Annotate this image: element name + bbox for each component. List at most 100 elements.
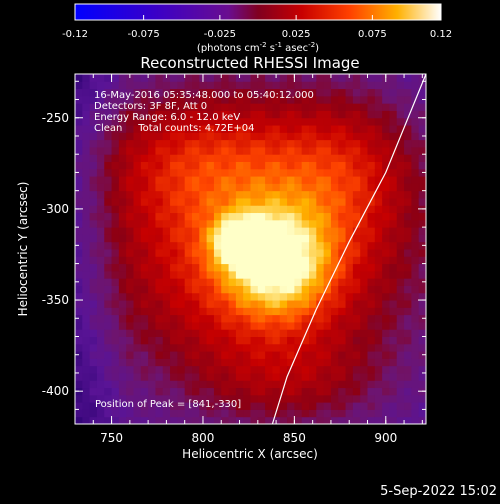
heatmap-cell <box>228 234 237 243</box>
heatmap-cell <box>257 307 266 316</box>
heatmap-cell <box>367 183 376 192</box>
heatmap-cell <box>352 365 361 374</box>
heatmap-cell <box>162 292 171 301</box>
heatmap-cell <box>104 256 113 265</box>
heatmap-cell <box>140 270 149 279</box>
heatmap-cell <box>404 146 412 155</box>
heatmap-cell <box>140 190 149 199</box>
heatmap-cell <box>360 117 368 126</box>
heatmap-cell <box>309 351 317 359</box>
heatmap-cell <box>330 314 339 323</box>
heatmap-cell <box>140 263 149 272</box>
heatmap-cell <box>316 307 325 316</box>
heatmap-cell <box>316 117 325 126</box>
heatmap-cell <box>126 343 134 352</box>
heatmap-cell <box>250 212 259 221</box>
heatmap-cell <box>338 314 347 323</box>
heatmap-cell <box>279 168 288 177</box>
heatmap-cell <box>82 212 91 221</box>
heatmap-cell <box>140 402 149 410</box>
heatmap-cell <box>345 365 354 374</box>
heatmap-cell <box>228 227 237 235</box>
heatmap-cell <box>184 278 193 286</box>
heatmap-cell <box>382 372 390 381</box>
heatmap-cell <box>206 380 215 389</box>
heatmap-cell <box>257 219 266 228</box>
heatmap-cell <box>323 139 332 148</box>
heatmap-cell <box>228 241 237 250</box>
heatmap-cell <box>411 212 420 221</box>
heatmap-cell <box>418 212 426 221</box>
heatmap-cell <box>279 402 288 410</box>
heatmap-cell <box>316 409 325 418</box>
heatmap-cell <box>213 95 222 104</box>
heatmap-cell <box>104 365 113 374</box>
heatmap-cell <box>199 161 208 170</box>
heatmap-cell <box>265 409 273 418</box>
heatmap-cell <box>111 176 120 184</box>
heatmap-cell <box>184 372 193 381</box>
heatmap-cell <box>294 132 303 141</box>
heatmap-cell <box>192 409 200 418</box>
heatmap-cell <box>126 81 134 90</box>
heatmap-cell <box>323 387 332 396</box>
heatmap-cell <box>287 343 295 352</box>
heatmap-cell <box>272 81 281 90</box>
heatmap-cell <box>272 212 281 221</box>
heatmap-cell <box>221 183 230 192</box>
heatmap-cell <box>148 292 156 301</box>
heatmap-cell <box>265 168 273 177</box>
heatmap-cell <box>192 88 200 97</box>
heatmap-cell <box>118 314 127 323</box>
heatmap-cell <box>279 205 288 214</box>
heatmap-cell <box>89 154 98 162</box>
heatmap-cell <box>228 103 237 111</box>
heatmap-cell <box>126 146 134 155</box>
colorbar-tick-label: 0.075 <box>358 29 387 40</box>
heatmap-cell <box>287 365 295 374</box>
heatmap-cell <box>404 336 412 345</box>
heatmap-cell <box>301 336 310 345</box>
heatmap-cell <box>75 380 83 389</box>
heatmap-cell <box>184 358 193 367</box>
heatmap-cell <box>177 343 186 352</box>
heatmap-cell <box>404 278 412 286</box>
heatmap-cell <box>82 387 91 396</box>
heatmap-cell <box>279 358 288 367</box>
heatmap-cell <box>360 132 368 141</box>
heatmap-cell <box>155 321 164 330</box>
heatmap-cell <box>228 161 237 170</box>
heatmap-cell <box>184 146 193 155</box>
heatmap-cell <box>389 372 398 381</box>
heatmap-cell <box>192 103 200 111</box>
heatmap-cell <box>367 270 376 279</box>
heatmap-cell <box>265 380 273 389</box>
heatmap-cell <box>345 103 354 111</box>
heatmap-cell <box>111 110 120 119</box>
x-axis: 750 800 850 900 <box>74 74 423 445</box>
colorbar-tick-label: -0.075 <box>128 29 160 40</box>
heatmap-cell <box>170 146 178 155</box>
heatmap-cell <box>367 336 376 345</box>
heatmap-cell <box>213 285 222 294</box>
heatmap-cell <box>250 110 259 119</box>
heatmap-cell <box>338 329 347 337</box>
heatmap-cell <box>374 394 383 403</box>
heatmap-cell <box>418 300 426 308</box>
heatmap-cell <box>374 336 383 345</box>
heatmap-cell <box>89 176 98 184</box>
heatmap-cell <box>140 241 149 250</box>
heatmap-cell <box>170 88 178 97</box>
heatmap-cell <box>272 146 281 155</box>
heatmap-cell <box>96 300 105 308</box>
heatmap-cell <box>345 249 354 257</box>
heatmap-cell <box>221 110 230 119</box>
heatmap-cell <box>345 380 354 389</box>
heatmap-cell <box>118 88 127 97</box>
heatmap-cell <box>257 351 266 359</box>
heatmap-cell <box>221 372 230 381</box>
heatmap-cell <box>294 219 303 228</box>
heatmap-cell <box>75 219 83 228</box>
heatmap-cell <box>170 227 178 235</box>
heatmap-cell <box>301 343 310 352</box>
